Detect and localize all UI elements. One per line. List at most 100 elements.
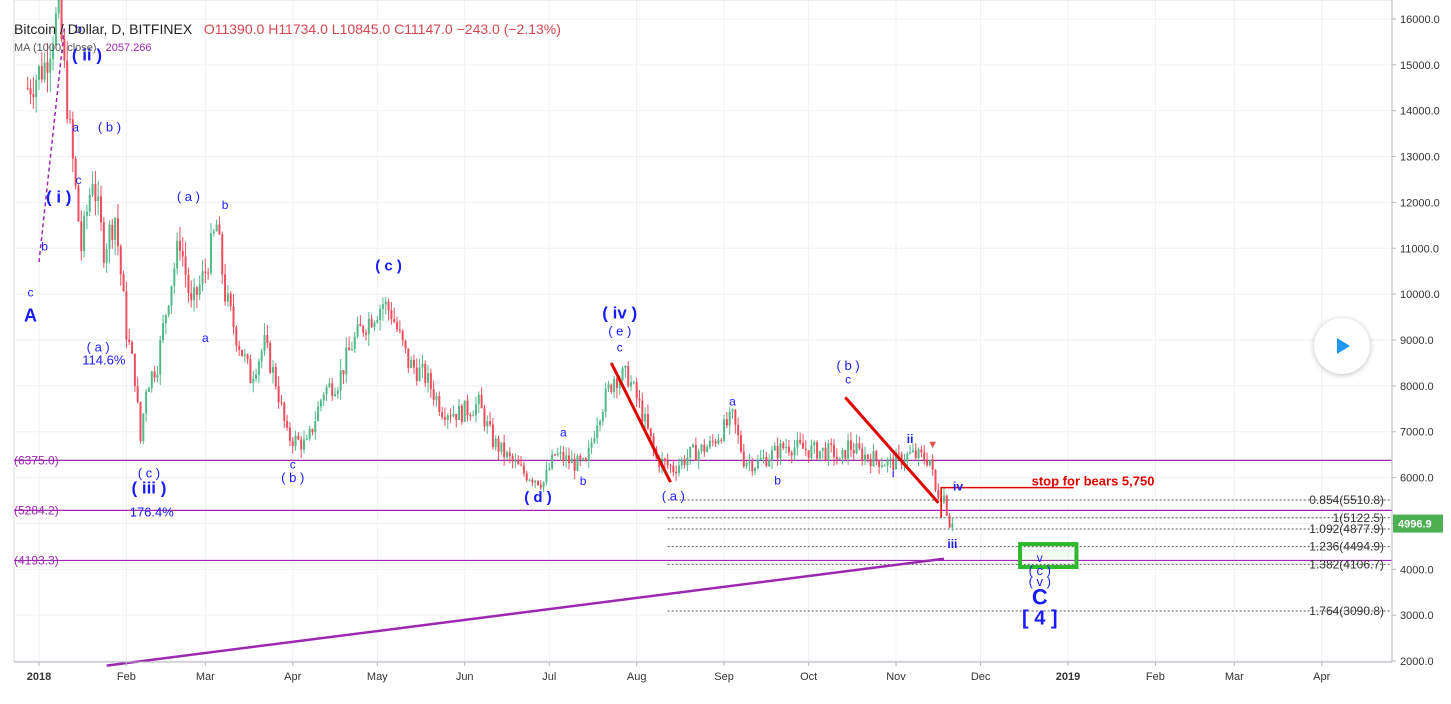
candle-body (240, 349, 243, 356)
stop-line[interactable] (940, 486, 1074, 518)
candle-body (807, 450, 810, 458)
candle-body (878, 459, 881, 468)
candle-body (886, 459, 889, 466)
fib-label: 1(5122.5) (1333, 511, 1384, 525)
candle-body (861, 448, 864, 461)
candle-body (889, 458, 892, 460)
candle-body (249, 359, 252, 383)
wave-label: iv (953, 479, 963, 493)
candle-body (77, 185, 80, 222)
candle-body (209, 233, 212, 274)
candle-body (675, 471, 678, 474)
candle-body (52, 45, 55, 59)
candle-body (116, 218, 119, 247)
candle-body (356, 324, 359, 337)
candle-body (520, 464, 523, 466)
candle-body (314, 421, 317, 433)
candle-body (844, 449, 847, 459)
candle-body (731, 409, 734, 412)
candle-body (751, 461, 754, 472)
candle-body (300, 439, 303, 450)
candle-body (286, 420, 289, 428)
candle-body (365, 332, 368, 335)
candle-body (768, 460, 771, 467)
target-box[interactable] (1018, 542, 1079, 569)
symbol-legend: Bitcoin / Dollar, D, BITFINEX O11390.0 H… (14, 21, 561, 37)
candle-body (917, 449, 920, 459)
candle-body (398, 329, 401, 331)
candle-body (71, 119, 74, 159)
candle-body (252, 378, 255, 383)
trend-line[interactable] (609, 362, 672, 483)
candle-body (745, 463, 748, 467)
candle-body (866, 454, 869, 459)
wave-label: i (892, 467, 895, 481)
candle-body (238, 345, 241, 350)
ma-label: MA (1000, close) (14, 42, 97, 54)
time-tick-label: Jun (456, 671, 474, 683)
candle-body (711, 440, 714, 442)
candle-body (145, 391, 148, 414)
candle-body (697, 451, 700, 461)
candle-body (322, 394, 325, 401)
price-axis[interactable]: 16000.0 15000.0 14000.0 13000.0 12000.0 11000… (1391, 0, 1443, 668)
candle-body (638, 398, 641, 401)
candle-body (108, 224, 111, 250)
symbol-title[interactable]: Bitcoin / Dollar, D, BITFINEX (14, 21, 193, 37)
candle-body (477, 394, 480, 405)
fib-label: 1.092(4877.9) (1309, 522, 1384, 536)
candle-body (229, 293, 232, 307)
candle-body (280, 402, 283, 404)
wave-label: ( iii ) (131, 479, 166, 498)
wave-label: ( e ) (608, 323, 631, 338)
play-button[interactable] (1314, 318, 1370, 374)
time-axis[interactable]: 2018 Feb Mar Apr May Jun Jul Aug Sep Oct Nov Dec 201… (14, 661, 1392, 683)
candle-body (159, 339, 162, 375)
fib-extension[interactable]: 0.854(5510.8) 1(5122.5)1.092(4877.9) 1.236… (667, 493, 1392, 618)
time-tick-label: Mar (1225, 671, 1244, 683)
candle-body (613, 378, 616, 392)
candle-body (181, 250, 184, 257)
candle-body (920, 449, 923, 453)
last-price-tag[interactable] (1393, 514, 1443, 533)
trend-line[interactable] (844, 396, 940, 504)
candle-body (756, 459, 759, 469)
candle-body (945, 495, 948, 516)
candle-body (556, 453, 559, 455)
candle-body (779, 443, 782, 459)
candle-body (396, 321, 399, 330)
candle-body (277, 386, 280, 403)
candle-body (663, 458, 666, 461)
candle-body (291, 440, 294, 447)
candle-body (131, 342, 134, 354)
candle-body (283, 402, 286, 421)
candle-body (770, 450, 773, 461)
candle-body (297, 435, 300, 440)
candle-body (449, 415, 452, 417)
candle-body (370, 318, 373, 328)
candle-body (852, 450, 855, 454)
wave-label: a (560, 425, 567, 439)
open-value: O11390.0 (203, 21, 265, 37)
candle-body (818, 450, 821, 459)
candle-body (590, 442, 593, 448)
candle-body (762, 456, 765, 459)
candle-body (610, 384, 613, 392)
price-tick-label: 3000.0 (1400, 610, 1434, 622)
candle-body (379, 308, 382, 321)
wave-label: ( a ) (87, 339, 110, 354)
trend-lines[interactable]: stop for bears 5,750 ▼ (609, 362, 1154, 569)
candle-body (246, 354, 249, 360)
candle-body (381, 304, 384, 309)
wave-label: ( ii ) (72, 45, 102, 64)
candle-body (824, 447, 827, 460)
candle-body (928, 459, 931, 466)
candle-body (443, 417, 446, 420)
price-tick-label: 13000.0 (1400, 152, 1440, 164)
candle-body (875, 451, 878, 460)
wave-label: ( v ) (1029, 574, 1051, 589)
ma-legend[interactable]: MA (1000, close) 2057.266 (14, 42, 152, 54)
candle-body (404, 340, 407, 349)
